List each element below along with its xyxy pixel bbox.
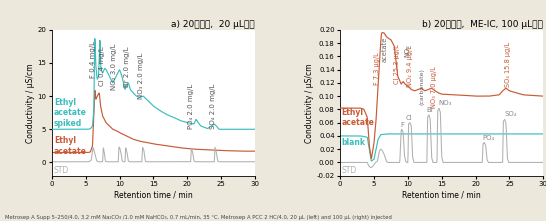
Text: F: F [400, 122, 405, 128]
Text: Cl 25.3 μg/L: Cl 25.3 μg/L [394, 44, 400, 84]
X-axis label: Retention time / min: Retention time / min [114, 190, 193, 199]
Text: acetate: acetate [382, 37, 388, 62]
Text: Br 2.0 mg/L: Br 2.0 mg/L [124, 46, 130, 87]
Y-axis label: Conductivity / μS/cm: Conductivity / μS/cm [305, 63, 314, 143]
Text: Ethyl
acetate: Ethyl acetate [342, 108, 375, 127]
Text: PO₄: PO₄ [482, 135, 495, 141]
Y-axis label: Conductivity / μS/cm: Conductivity / μS/cm [26, 63, 34, 143]
Text: SO₄ 15.8 μg/L: SO₄ 15.8 μg/L [506, 42, 512, 87]
Text: NO₃ 2.0 mg/L: NO₃ 2.0 mg/L [138, 53, 144, 99]
Text: b) 20倍希釈,  ME-IC, 100 μL注入: b) 20倍希釈, ME-IC, 100 μL注入 [423, 20, 543, 29]
Text: a) 20倍希釈,  20 μL注入: a) 20倍希釈, 20 μL注入 [171, 20, 255, 29]
Text: Cl: Cl [406, 115, 413, 121]
Text: NO₂ 3.0 mg/L: NO₂ 3.0 mg/L [111, 43, 117, 90]
Text: NO₂ 9.4 μg/L: NO₂ 9.4 μg/L [407, 45, 413, 87]
Text: SO₄ 2.0 mg/L: SO₄ 2.0 mg/L [210, 83, 216, 129]
Text: Ethyl
acetate: Ethyl acetate [54, 136, 87, 156]
Text: Cl 0.4 mg/L: Cl 0.4 mg/L [99, 46, 105, 86]
Text: NO₃ 7.0 μg/L: NO₃ 7.0 μg/L [431, 67, 437, 109]
Text: (carbonate): (carbonate) [420, 68, 425, 105]
Text: Metrosep A Supp 5–250/4.0, 3.2 mM Na₂CO₃ /1.0 mM NaHCO₃, 0.7 mL/min, 35 °C. Metr: Metrosep A Supp 5–250/4.0, 3.2 mM Na₂CO₃… [5, 215, 393, 220]
Text: NO₂: NO₂ [404, 45, 410, 57]
Text: PO₄ 2.0 mg/L: PO₄ 2.0 mg/L [188, 84, 194, 129]
Text: SO₄: SO₄ [505, 111, 517, 117]
Text: STD: STD [54, 166, 69, 175]
Text: blank: blank [342, 138, 366, 147]
Text: F 0.4 mg/L: F 0.4 mg/L [90, 41, 96, 78]
Text: NO₃: NO₃ [438, 100, 452, 106]
X-axis label: Retention time / min: Retention time / min [402, 190, 481, 199]
Text: F 7.3 μg/L: F 7.3 μg/L [374, 52, 380, 85]
Text: Ethyl
acetate
spiked: Ethyl acetate spiked [54, 98, 87, 128]
Text: Br: Br [427, 107, 435, 113]
Text: STD: STD [342, 166, 357, 175]
